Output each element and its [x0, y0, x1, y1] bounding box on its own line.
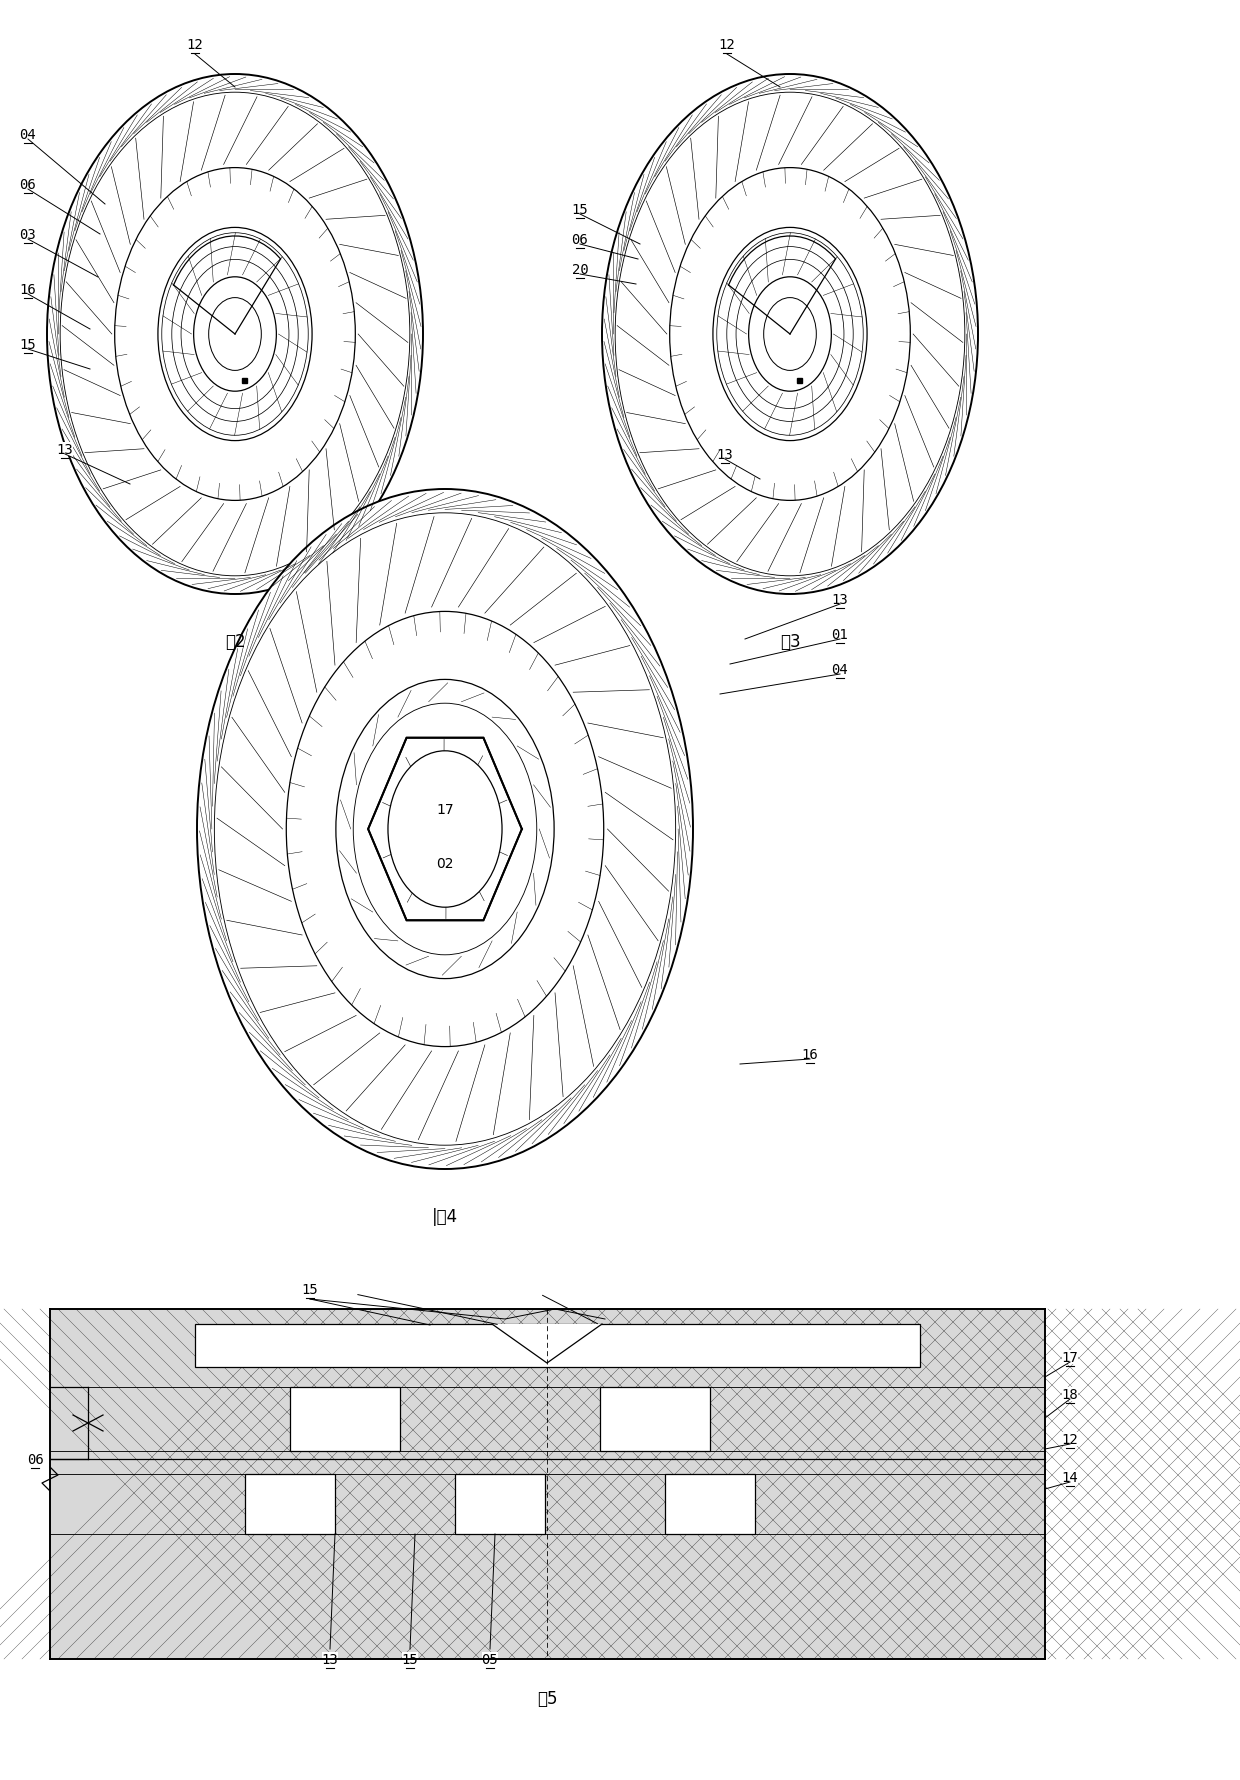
Text: 06: 06 — [26, 1452, 43, 1467]
Text: 02: 02 — [436, 856, 454, 870]
Polygon shape — [368, 739, 522, 920]
Ellipse shape — [615, 93, 965, 577]
Ellipse shape — [61, 93, 410, 577]
Bar — [797, 379, 802, 384]
Bar — [195, 1324, 920, 1367]
Text: 06: 06 — [572, 233, 588, 247]
Text: 06: 06 — [20, 178, 36, 192]
Ellipse shape — [353, 703, 537, 956]
Text: 13: 13 — [832, 593, 848, 607]
Ellipse shape — [670, 169, 910, 502]
Ellipse shape — [215, 513, 676, 1146]
Text: 05: 05 — [481, 1652, 498, 1666]
Text: 12: 12 — [187, 37, 203, 52]
Text: 17: 17 — [1061, 1351, 1079, 1363]
Ellipse shape — [764, 299, 816, 372]
Ellipse shape — [208, 299, 262, 372]
Ellipse shape — [193, 278, 277, 392]
Bar — [665, 1474, 755, 1534]
Ellipse shape — [601, 75, 978, 595]
Text: 15: 15 — [20, 338, 36, 352]
Bar — [242, 379, 247, 384]
Text: 04: 04 — [20, 128, 36, 142]
Ellipse shape — [197, 490, 693, 1169]
Text: 14: 14 — [1061, 1470, 1079, 1485]
Ellipse shape — [336, 680, 554, 979]
Bar — [290, 1387, 401, 1451]
Bar — [50, 1310, 1045, 1659]
Text: 17: 17 — [436, 803, 454, 817]
Text: 16: 16 — [20, 283, 36, 297]
Text: 12: 12 — [719, 37, 735, 52]
Text: 图3: 图3 — [780, 632, 800, 651]
Text: 图2: 图2 — [224, 632, 246, 651]
Text: 13: 13 — [717, 449, 733, 461]
Text: 15: 15 — [402, 1652, 418, 1666]
Text: 15: 15 — [301, 1282, 319, 1296]
Polygon shape — [492, 1324, 601, 1363]
Text: 13: 13 — [321, 1652, 339, 1666]
Ellipse shape — [749, 278, 831, 392]
Ellipse shape — [286, 612, 604, 1047]
Bar — [455, 1474, 546, 1534]
Text: 20: 20 — [572, 263, 588, 278]
Ellipse shape — [388, 751, 502, 908]
Ellipse shape — [713, 228, 867, 441]
Text: 03: 03 — [20, 228, 36, 242]
Text: 04: 04 — [832, 662, 848, 676]
Bar — [600, 1387, 711, 1451]
Text: 16: 16 — [801, 1047, 818, 1061]
Ellipse shape — [157, 228, 312, 441]
Text: 18: 18 — [1061, 1387, 1079, 1401]
Ellipse shape — [47, 75, 423, 595]
Text: |图4: |图4 — [432, 1207, 458, 1225]
Text: 01: 01 — [832, 628, 848, 641]
Ellipse shape — [114, 169, 356, 502]
Text: 12: 12 — [1061, 1433, 1079, 1445]
Text: 13: 13 — [57, 443, 73, 457]
Bar — [246, 1474, 335, 1534]
Text: 15: 15 — [572, 203, 588, 217]
Text: 图5: 图5 — [537, 1689, 557, 1707]
